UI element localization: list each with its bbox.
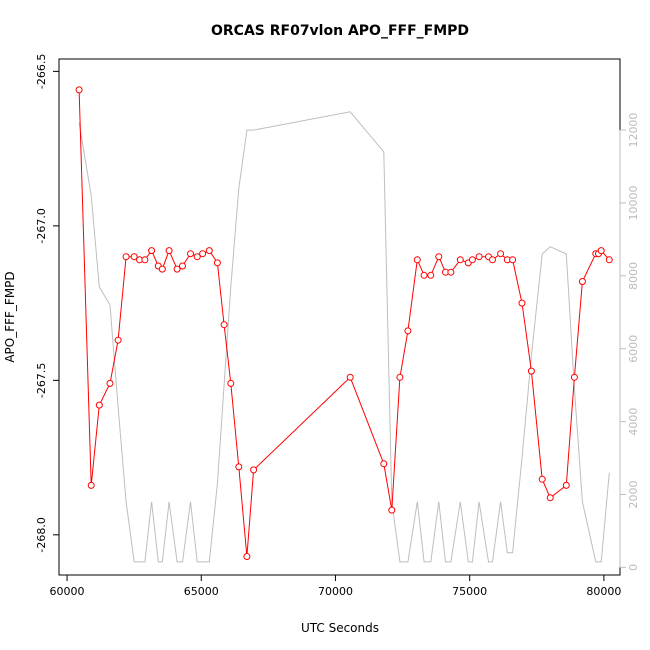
data-point bbox=[158, 265, 166, 273]
y-right-tick-label: 0 bbox=[627, 564, 640, 571]
data-point bbox=[130, 253, 138, 261]
data-point bbox=[404, 327, 412, 335]
data-point bbox=[597, 247, 605, 255]
chart-title: ORCAS RF07vlon APO_FFF_FMPD bbox=[211, 23, 469, 39]
data-point bbox=[562, 481, 570, 489]
data-point bbox=[75, 86, 83, 94]
data-point bbox=[148, 247, 156, 255]
data-point bbox=[250, 466, 258, 474]
data-point bbox=[427, 271, 435, 279]
data-point bbox=[475, 253, 483, 261]
data-point bbox=[413, 256, 421, 264]
data-point bbox=[141, 256, 149, 264]
y-left-tick-label: -267.5 bbox=[35, 363, 48, 398]
data-point bbox=[87, 481, 95, 489]
y-right-tick-label: 10000 bbox=[627, 185, 640, 220]
data-point bbox=[199, 250, 207, 258]
y-axis-label: APO_FFF_FMPD bbox=[3, 271, 17, 362]
series-secondary-line bbox=[78, 111, 610, 563]
data-point bbox=[388, 506, 396, 514]
y-left-tick-label: -266.5 bbox=[35, 54, 48, 89]
data-point bbox=[193, 253, 201, 261]
data-point bbox=[187, 250, 194, 258]
data-point bbox=[447, 268, 455, 276]
data-point bbox=[205, 247, 213, 255]
series-primary-line bbox=[78, 89, 610, 557]
data-point bbox=[396, 373, 404, 381]
data-point bbox=[227, 379, 235, 387]
y-right-tick-label: 2000 bbox=[627, 480, 640, 508]
y-axis-right: 0 2000 4000 6000 8000 10000 12000 bbox=[619, 113, 640, 571]
x-tick-label: 75000 bbox=[452, 585, 487, 598]
data-point bbox=[538, 475, 546, 483]
data-point bbox=[95, 401, 103, 409]
x-tick-label: 65000 bbox=[184, 585, 219, 598]
data-point bbox=[489, 256, 496, 264]
data-point bbox=[346, 373, 354, 381]
y-left-tick-label: -267.0 bbox=[35, 208, 48, 243]
data-point bbox=[235, 463, 243, 471]
data-point bbox=[122, 253, 130, 261]
y-left-tick-label: -268.0 bbox=[35, 517, 48, 552]
x-axis-label: UTC Seconds bbox=[301, 621, 379, 635]
data-point bbox=[420, 271, 428, 279]
x-tick-label: 60000 bbox=[50, 585, 85, 598]
data-point bbox=[518, 299, 526, 307]
data-point bbox=[435, 253, 443, 261]
data-point bbox=[509, 256, 517, 264]
data-point bbox=[220, 321, 228, 329]
data-point bbox=[527, 367, 535, 375]
data-point bbox=[578, 278, 586, 285]
data-point bbox=[497, 250, 505, 258]
data-point bbox=[173, 265, 181, 273]
x-axis: 60000 65000 70000 75000 80000 bbox=[50, 574, 621, 598]
x-tick-label: 70000 bbox=[318, 585, 353, 598]
data-point bbox=[380, 460, 388, 468]
y-right-tick-label: 4000 bbox=[627, 408, 640, 436]
series-primary bbox=[75, 86, 613, 560]
data-point bbox=[106, 379, 114, 387]
data-point bbox=[456, 256, 464, 264]
y-right-tick-label: 8000 bbox=[627, 262, 640, 290]
data-point bbox=[570, 373, 578, 381]
data-point bbox=[114, 336, 122, 344]
y-axis-left: -268.0 -267.5 -267.0 -266.5 bbox=[35, 54, 60, 553]
data-point bbox=[213, 259, 221, 267]
x-tick-label: 80000 bbox=[586, 585, 621, 598]
data-point bbox=[243, 553, 251, 560]
series-secondary bbox=[78, 111, 610, 563]
y-right-tick-label: 12000 bbox=[627, 113, 640, 148]
data-point bbox=[468, 256, 476, 264]
data-point bbox=[165, 247, 173, 255]
y-right-tick-label: 6000 bbox=[627, 335, 640, 363]
data-point bbox=[605, 256, 613, 264]
data-point bbox=[546, 494, 554, 502]
data-point bbox=[179, 262, 186, 270]
